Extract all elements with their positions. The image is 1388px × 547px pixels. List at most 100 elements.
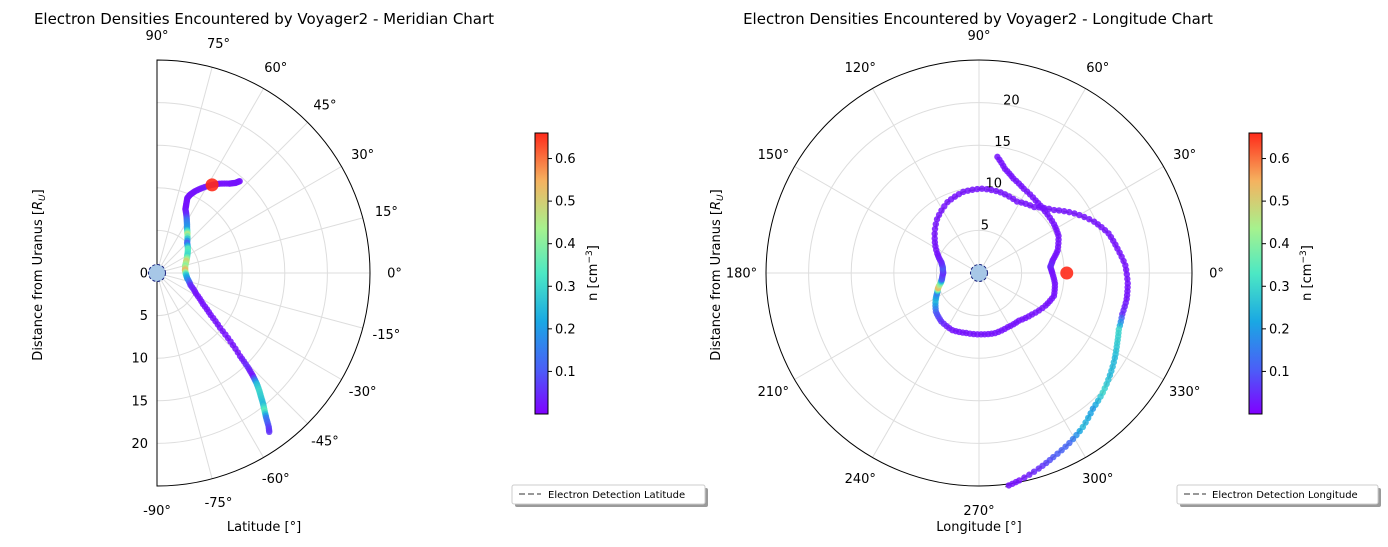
meridian-colorbar: 0.1 0.2 0.3 0.4 0.5 0.6 n [cm−3] xyxy=(534,132,601,415)
meridian-colorbar-label: n [cm−3] xyxy=(585,245,601,301)
longitude-colorbar-label: n [cm−3] xyxy=(1299,245,1315,301)
longitude-uranus-marker xyxy=(970,264,988,282)
meridian-angle-label-11: -75° xyxy=(205,496,233,511)
meridian-grid-spoke-5 xyxy=(156,217,363,274)
longitude-point-170 xyxy=(1081,213,1088,221)
longitude-angle-label-4: 120° xyxy=(845,61,876,76)
meridian-point-155 xyxy=(266,428,273,436)
longitude-xlabel: Longitude [°] xyxy=(936,520,1021,535)
meridian-colorbar-bar xyxy=(534,132,549,415)
meridian-uranus-marker xyxy=(148,264,166,282)
meridian-frame xyxy=(156,59,371,487)
longitude-point-160 xyxy=(1031,203,1038,211)
longitude-r-label-0: 5 xyxy=(981,218,989,233)
meridian-grid-spoke-1 xyxy=(156,67,213,274)
longitude-grid-spoke-1 xyxy=(978,166,1164,274)
meridian-angle-label-8: -30° xyxy=(349,385,377,400)
meridian-angle-label-9: -45° xyxy=(311,434,339,449)
longitude-colorbar-bar xyxy=(1248,132,1263,415)
longitude-grid-spoke-5 xyxy=(794,166,980,274)
longitude-ylabel: Distance from Uranus [RU] xyxy=(709,189,726,360)
meridian-legend-label: Electron Detection Latitude xyxy=(548,490,685,501)
longitude-grid-spoke-10 xyxy=(978,272,1086,458)
longitude-point-237 xyxy=(1030,468,1038,475)
longitude-angle-label-0: 0° xyxy=(1209,267,1224,282)
longitude-legend-label: Electron Detection Longitude xyxy=(1212,490,1358,501)
longitude-point-165 xyxy=(1055,207,1063,214)
longitude-grid-spoke-8 xyxy=(872,272,980,458)
meridian-legend-box xyxy=(511,484,706,505)
longitude-point-161 xyxy=(1035,204,1043,211)
meridian-grid-spoke-3 xyxy=(156,122,308,274)
meridian-r-label-2: 10 xyxy=(131,352,148,367)
colorbar-tick-label-0: 0.1 xyxy=(1269,365,1290,380)
longitude-grid xyxy=(766,60,1192,486)
colorbar-tick-label-3: 0.4 xyxy=(555,237,576,252)
longitude-angle-label-9: 270° xyxy=(963,504,994,519)
longitude-angle-label-11: 330° xyxy=(1169,385,1200,400)
meridian-ylabel: Distance from Uranus [RU] xyxy=(31,189,48,360)
longitude-point-168 xyxy=(1071,210,1078,217)
longitude-point-169 xyxy=(1076,211,1083,219)
meridian-title: Electron Densities Encountered by Voyage… xyxy=(34,10,494,28)
colorbar-tick-label-5: 0.6 xyxy=(1269,152,1290,167)
longitude-r-label-2: 15 xyxy=(994,135,1011,150)
longitude-point-147 xyxy=(973,185,981,193)
meridian-chart: Electron Densities Encountered by Voyage… xyxy=(31,10,708,535)
longitude-title: Electron Densities Encountered by Voyage… xyxy=(743,10,1213,28)
meridian-angle-label-5: 15° xyxy=(375,205,398,220)
meridian-r-label-3: 15 xyxy=(131,394,148,409)
colorbar-tick-label-3: 0.4 xyxy=(1269,237,1290,252)
longitude-point-148 xyxy=(978,185,986,192)
meridian-xlabel: Latitude [°] xyxy=(227,520,301,535)
longitude-angle-label-10: 300° xyxy=(1082,472,1113,487)
longitude-angle-label-1: 30° xyxy=(1173,148,1196,163)
longitude-point-134 xyxy=(931,225,939,233)
meridian-angle-label-6: 0° xyxy=(387,267,402,282)
meridian-angle-label-10: -60° xyxy=(262,472,290,487)
longitude-grid-spoke-4 xyxy=(872,88,980,274)
meridian-legend: Electron Detection Latitude xyxy=(511,484,708,507)
longitude-chart: Electron Densities Encountered by Voyage… xyxy=(709,10,1381,535)
longitude-r-label-3: 20 xyxy=(1003,93,1020,108)
colorbar-tick-label-1: 0.2 xyxy=(555,322,576,337)
longitude-legend-box xyxy=(1176,484,1379,505)
longitude-angle-label-2: 60° xyxy=(1086,61,1109,76)
longitude-peak-point xyxy=(1060,266,1074,280)
longitude-point-135 xyxy=(932,220,940,228)
longitude-point-133 xyxy=(931,230,938,237)
longitude-grid-spoke-7 xyxy=(794,272,980,380)
meridian-peak-point xyxy=(205,178,219,192)
longitude-point-171 xyxy=(1086,216,1093,223)
longitude-grid-spoke-11 xyxy=(978,272,1164,380)
longitude-angle-label-7: 210° xyxy=(758,385,789,400)
meridian-data-points xyxy=(148,177,273,436)
longitude-point-167 xyxy=(1066,208,1073,216)
colorbar-tick-label-2: 0.3 xyxy=(555,280,576,295)
longitude-point-146 xyxy=(969,186,976,193)
longitude-angle-label-5: 150° xyxy=(758,148,789,163)
longitude-angle-label-6: 180° xyxy=(726,267,757,282)
colorbar-tick-label-4: 0.5 xyxy=(1269,195,1290,210)
longitude-point-149 xyxy=(983,186,990,193)
colorbar-tick-label-5: 0.6 xyxy=(555,152,576,167)
longitude-point-239 xyxy=(1021,474,1028,481)
longitude-point-164 xyxy=(1050,206,1058,214)
longitude-angle-label-3: 90° xyxy=(967,29,990,44)
meridian-angle-label-7: -15° xyxy=(373,328,401,343)
meridian-angle-label-1: 75° xyxy=(207,37,230,52)
longitude-grid-spoke-2 xyxy=(978,88,1086,274)
meridian-grid-spoke-11 xyxy=(156,272,213,479)
meridian-angle-label-4: 30° xyxy=(351,148,374,163)
longitude-point-132 xyxy=(931,235,938,242)
longitude-point-243 xyxy=(1005,482,1013,489)
longitude-point-236 xyxy=(1035,465,1042,472)
longitude-point-166 xyxy=(1060,207,1068,215)
meridian-angle-label-2: 60° xyxy=(264,61,287,76)
longitude-point-187 xyxy=(1124,275,1131,283)
longitude-colorbar: 0.1 0.2 0.3 0.4 0.5 0.6 n [cm−3] xyxy=(1248,132,1315,415)
longitude-angle-label-8: 240° xyxy=(845,472,876,487)
longitude-data-points xyxy=(931,153,1131,489)
